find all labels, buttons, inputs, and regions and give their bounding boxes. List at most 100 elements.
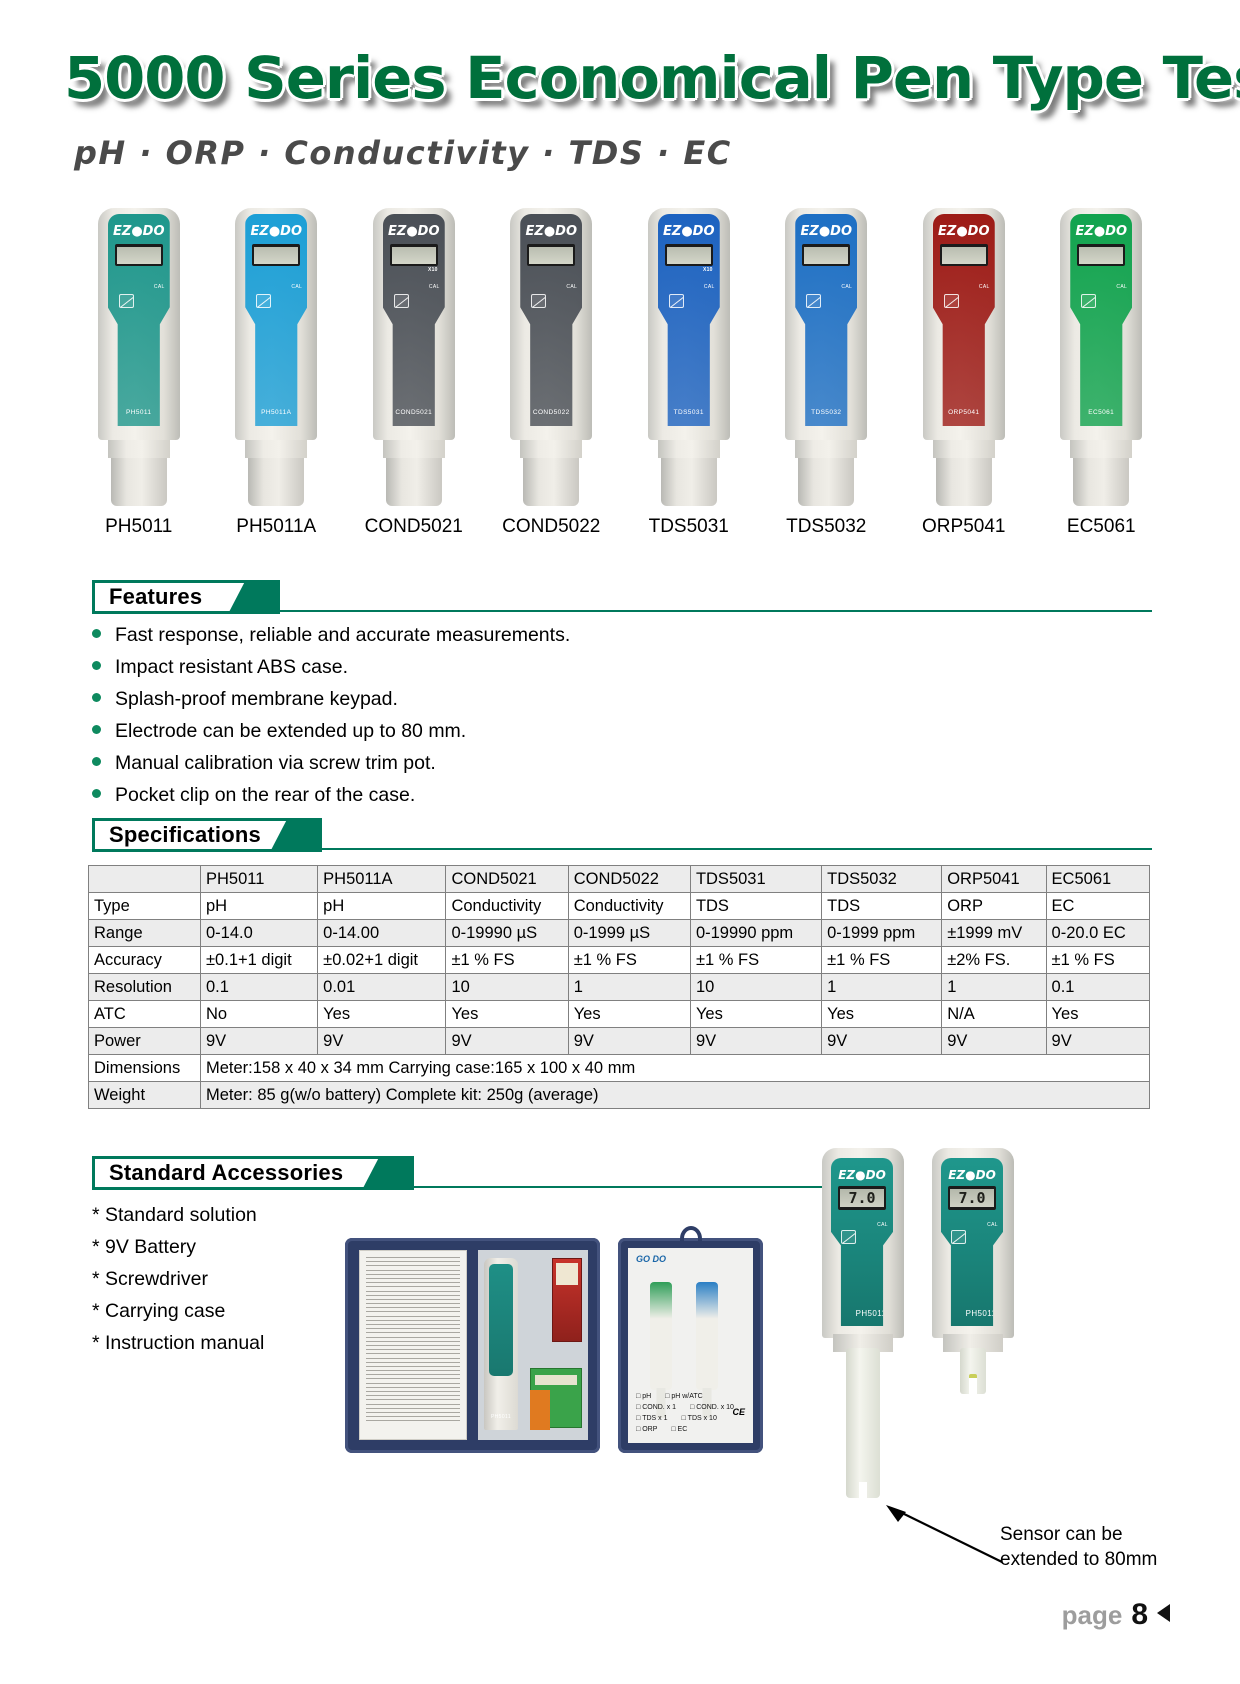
ezodo-logo: EZ●DO <box>250 224 303 239</box>
bullet-icon <box>92 789 101 798</box>
table-cell: 1 <box>821 973 943 1001</box>
product-orp5041: EZ●DO CAL ORP5041 ORP5041 <box>916 200 1012 537</box>
checkbox-icon: □ <box>690 1404 695 1411</box>
card-title: GO DO <box>636 1254 667 1264</box>
on-off-button-icon <box>393 294 409 308</box>
solution-label <box>535 1375 577 1385</box>
specifications-heading: Specifications <box>92 818 312 852</box>
table-cell: 9V <box>317 1027 447 1055</box>
on-off-button-icon <box>531 294 547 308</box>
accessories-rule <box>412 1186 882 1188</box>
table-cell: Conductivity <box>567 892 691 920</box>
table-cell: Conductivity <box>445 892 569 920</box>
table-cell: 0-14.00 <box>317 919 447 947</box>
lcd-glass <box>529 247 574 264</box>
demo-sensor-extended <box>846 1348 880 1498</box>
product-card: GO DO □ pH □ pH w/ATC □ COND. x 1 □ COND. x… <box>628 1248 753 1443</box>
pen-model-label: TDS5032 <box>811 409 842 416</box>
feature-text: Electrode can be extended up to 80 mm. <box>115 720 467 742</box>
on-off-button-icon <box>256 294 272 308</box>
product-ph5011a: EZ●DO CAL PH5011A PH5011A <box>228 200 324 537</box>
page-footer: page 8 <box>1062 1598 1170 1632</box>
lcd-display <box>527 244 576 266</box>
table-cell: Yes <box>317 1000 447 1028</box>
table-cell: 1 <box>567 973 691 1001</box>
table-row: Accuracy ±0.1+1 digit ±0.02+1 digit ±1 % FS… <box>88 946 1151 974</box>
cal-marking: CAL <box>1116 284 1128 290</box>
table-cell: 10 <box>689 973 823 1001</box>
lcd-glass <box>391 247 436 264</box>
lcd-display <box>114 244 163 266</box>
table-cell: 9V <box>941 1027 1047 1055</box>
pen-probe <box>935 452 992 506</box>
card-option-left: pH <box>642 1393 652 1400</box>
sensor-note-line-1: Sensor can be <box>1000 1524 1123 1545</box>
feature-item: Electrode can be extended up to 80 mm. <box>92 720 570 743</box>
demo-pen-faceplate: EZ●DO 7.0 CAL PH5011 <box>941 1158 1003 1326</box>
pen-probe <box>1073 452 1130 506</box>
table-cell: 9V <box>1045 1027 1151 1055</box>
table-cell-merged: Meter:158 x 40 x 34 mm Carrying case:165… <box>200 1054 1150 1082</box>
table-cell: 9V <box>445 1027 569 1055</box>
on-off-button-icon <box>943 294 959 308</box>
bullet-icon <box>92 757 101 766</box>
table-row: Type pH pH Conductivity Conductivity TDS TDS OR… <box>88 892 1151 920</box>
table-header-row: PH5011 PH5011A COND5021 COND5022 TDS5031 TDS5… <box>88 865 1151 893</box>
feature-text: Impact resistant ABS case. <box>115 656 349 678</box>
card-pen-illustrations <box>642 1282 742 1418</box>
battery-label <box>556 1263 578 1285</box>
checkbox-icon: □ <box>636 1426 641 1433</box>
row-label: Range <box>88 919 201 947</box>
sensor-note-line-2: extended to 80mm <box>1000 1549 1158 1570</box>
feature-item: Manual calibration via screw trim pot. <box>92 752 570 775</box>
column-header: TDS5031 <box>689 865 823 893</box>
column-header <box>88 865 201 893</box>
table-cell: Yes <box>1045 1000 1151 1028</box>
product-caption: COND5022 <box>502 516 601 537</box>
column-header: COND5022 <box>567 865 691 893</box>
manual-sheet <box>359 1250 467 1440</box>
table-cell: pH <box>317 892 447 920</box>
table-cell: Yes <box>445 1000 569 1028</box>
table-cell: No <box>199 1000 319 1028</box>
pen-probe <box>798 452 855 506</box>
pen-faceplate: EZ●DO CAL EC5061 <box>1070 214 1133 426</box>
lcd-glass <box>1079 247 1124 264</box>
pen-model-label: ORP5041 <box>948 409 980 416</box>
card-option-row: □ pH □ pH w/ATC <box>636 1391 734 1402</box>
pen-faceplate: EZ●DO X10 CAL COND5021 <box>382 214 445 426</box>
pen-model-label: COND5022 <box>532 409 570 416</box>
card-pen-tip <box>702 1388 712 1418</box>
row-label: Type <box>88 892 201 920</box>
feature-item: Splash-proof membrane keypad. <box>92 688 570 711</box>
card-option-left: ORP <box>642 1426 658 1433</box>
table-row: Range 0-14.0 0-14.00 0-19990 µS 0-1999 µS 0-1… <box>88 919 1151 947</box>
table-body: Type pH pH Conductivity Conductivity TDS TDS OR… <box>88 892 1151 1109</box>
table-cell: Yes <box>821 1000 943 1028</box>
accessory-item: * Carrying case <box>92 1300 226 1322</box>
table-cell: ±1999 mV <box>941 919 1047 947</box>
product-caption: TDS5031 <box>648 516 729 537</box>
cal-marking: CAL <box>428 284 440 290</box>
card-option-right: EC <box>677 1426 688 1433</box>
checkbox-icon: □ <box>681 1415 686 1422</box>
table-cell: ±1 % FS <box>445 946 569 974</box>
pen-model-label: PH5011A <box>261 409 292 416</box>
table-cell: 0-14.0 <box>199 919 319 947</box>
cal-marking: CAL <box>987 1222 998 1228</box>
pen-faceplate: EZ●DO CAL PH5011A <box>245 214 308 426</box>
product-caption: ORP5041 <box>922 516 1006 537</box>
table-cell: 1 <box>941 973 1047 1001</box>
lcd-display <box>664 244 713 266</box>
row-label: Accuracy <box>88 946 201 974</box>
lcd-display <box>389 244 438 266</box>
demo-pen-model-label: PH5011 <box>965 1309 997 1318</box>
ezodo-logo: EZ●DO <box>838 1168 886 1182</box>
demo-lcd-reading: 7.0 <box>950 1189 994 1207</box>
demo-pen-body: EZ●DO 7.0 CAL PH5011 <box>822 1148 904 1338</box>
demo-pen-model-label: PH5011 <box>855 1309 887 1318</box>
demo-pen-neck <box>833 1334 893 1352</box>
page-arrow-icon <box>1157 1604 1170 1622</box>
table-cell: 0-1999 µS <box>567 919 691 947</box>
